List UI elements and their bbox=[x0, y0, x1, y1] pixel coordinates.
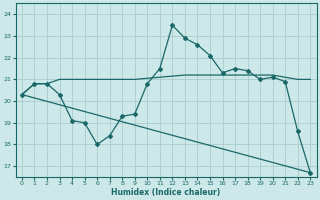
X-axis label: Humidex (Indice chaleur): Humidex (Indice chaleur) bbox=[111, 188, 221, 197]
